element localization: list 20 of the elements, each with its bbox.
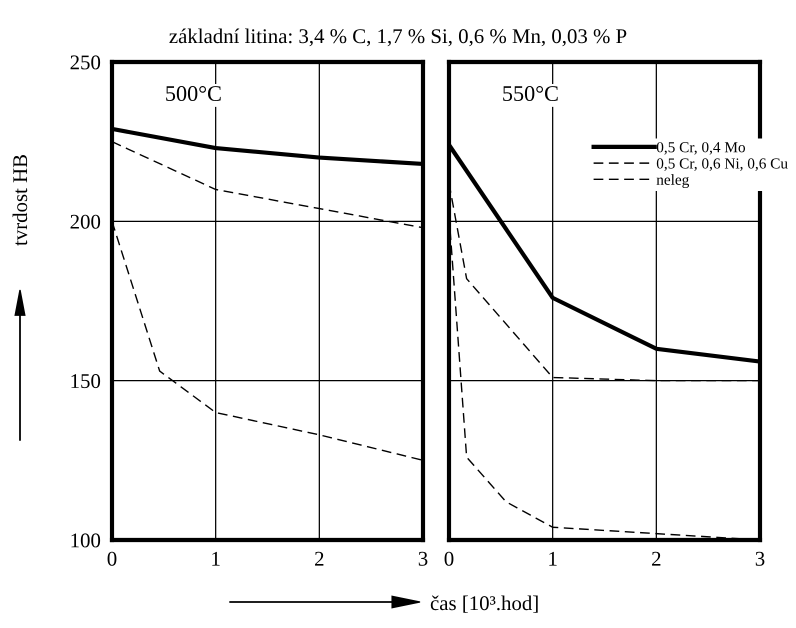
annotation: 550°C <box>503 86 558 102</box>
x-tick-label: 2 <box>315 552 324 566</box>
x-tick-label: 3 <box>418 552 428 566</box>
x-tick-label: 0 <box>108 552 116 566</box>
y-tick-label: 100 <box>71 533 100 548</box>
x-tick-label: 1 <box>212 552 220 566</box>
legend-label: 0,5 Cr, 0,6 Ni, 0,6 Cu <box>656 158 788 171</box>
y-tick-label: 250 <box>70 55 100 70</box>
x-tick-label: 2 <box>652 552 660 566</box>
y-tick-label: 200 <box>70 214 100 229</box>
x-tick-label: 1 <box>549 552 557 566</box>
legend-label: 0,5 Cr, 0,4 Mo <box>656 142 746 155</box>
annotation: 500°C <box>166 86 221 102</box>
legend-label: neleg <box>656 174 690 188</box>
y-axis-title: tvrdost HB <box>12 155 28 246</box>
x-axis-title: čas [10³.hod] <box>430 596 538 613</box>
chart-title: základní litina: 3,4 % C, 1,7 % Si, 0,6 % Mn, 0,03 % P <box>169 28 626 46</box>
x-tick-label: 0 <box>444 552 454 566</box>
x-tick-label: 3 <box>756 552 764 566</box>
y-tick-label: 150 <box>71 374 100 388</box>
